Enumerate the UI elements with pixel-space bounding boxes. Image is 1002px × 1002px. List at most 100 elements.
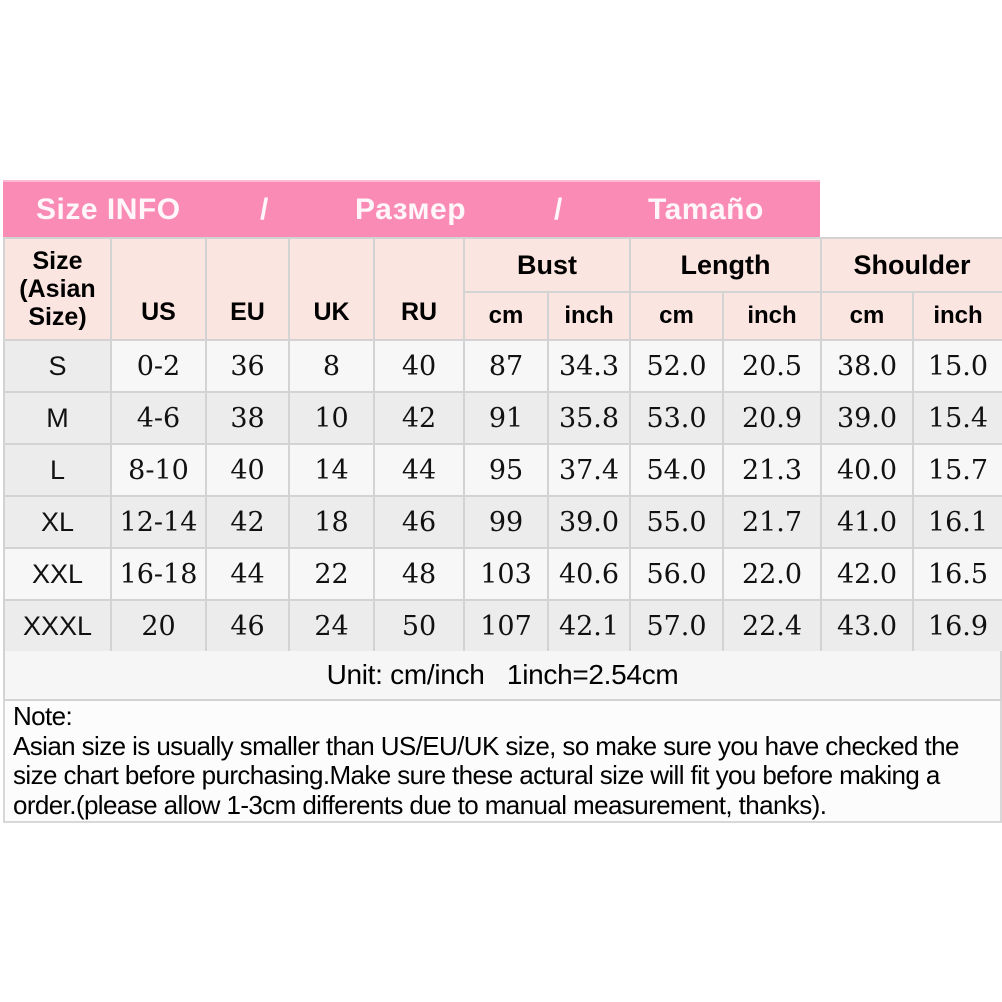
data-cell: 20.9 xyxy=(721,391,823,445)
data-cell: 22.0 xyxy=(721,547,823,601)
data-cell: 15.7 xyxy=(912,443,1002,497)
table-row: XXL 16-18 44 22 48 103 40.6 56.0 22.0 42… xyxy=(3,547,1002,601)
data-cell: 55.0 xyxy=(629,495,724,549)
title-segment-razmer: Размер xyxy=(355,193,467,226)
table-header-row-units: cm inch cm inch cm inch xyxy=(4,291,1002,341)
size-table: Size (Asian Size) US EU UK RU Bust Lengt… xyxy=(3,237,1002,653)
data-cell: 41.0 xyxy=(820,495,915,549)
data-cell: 38.0 xyxy=(820,339,915,393)
size-cell: L xyxy=(3,443,112,497)
data-cell: 22 xyxy=(288,547,375,601)
data-cell: 16-18 xyxy=(110,547,207,601)
data-cell: 52.0 xyxy=(629,339,724,393)
data-cell: 0-2 xyxy=(110,339,207,393)
corner-header-cell: Size (Asian Size) xyxy=(3,237,112,341)
data-cell: 53.0 xyxy=(629,391,724,445)
data-cell: 91 xyxy=(463,391,549,445)
data-cell: 44 xyxy=(373,443,465,497)
data-cell: 42 xyxy=(205,495,290,549)
size-cell: S xyxy=(3,339,112,393)
size-cell: XXL xyxy=(3,547,112,601)
data-cell: 103 xyxy=(463,547,549,601)
bust-inch-header: inch xyxy=(547,291,631,341)
data-cell: 22.4 xyxy=(721,599,823,653)
data-cell: 46 xyxy=(373,495,465,549)
data-cell: 8-10 xyxy=(110,443,207,497)
data-cell: 43.0 xyxy=(820,599,915,653)
data-cell: 40.0 xyxy=(820,443,915,497)
table-header-row-groups: Size (Asian Size) US EU UK RU Bust Lengt… xyxy=(3,237,1002,341)
bust-cm-header: cm xyxy=(463,291,549,341)
data-cell: 14 xyxy=(288,443,375,497)
data-cell: 35.8 xyxy=(547,391,631,445)
data-cell: 38 xyxy=(205,391,290,445)
data-cell: 16.9 xyxy=(912,599,1002,653)
size-info-title-bar: Size INFO / Размер / Tamaño xyxy=(3,180,820,237)
data-cell: 12-14 xyxy=(110,495,207,549)
data-cell: 87 xyxy=(463,339,549,393)
data-cell: 42.0 xyxy=(820,547,915,601)
title-segment-slash: / xyxy=(260,193,269,226)
data-cell: 39.0 xyxy=(820,391,915,445)
data-cell: 44 xyxy=(205,547,290,601)
note-body: Asian size is usually smaller than US/EU… xyxy=(13,730,959,820)
table-row: XL 12-14 42 18 46 99 39.0 55.0 21.7 41.0… xyxy=(3,495,1002,549)
data-cell: 24 xyxy=(288,599,375,653)
title-segment-slash: / xyxy=(554,193,563,226)
table-row: M 4-6 38 10 42 91 35.8 53.0 20.9 39.0 15… xyxy=(3,391,1002,445)
data-cell: 16.1 xyxy=(912,495,1002,549)
data-cell: 20.5 xyxy=(721,339,823,393)
table-row: XXXL 20 46 24 50 107 42.1 57.0 22.4 43.0… xyxy=(3,599,1002,653)
data-cell: 107 xyxy=(463,599,549,653)
data-cell: 8 xyxy=(288,339,375,393)
data-cell: 34.3 xyxy=(547,339,631,393)
us-column-header: US xyxy=(110,237,207,341)
data-cell: 99 xyxy=(463,495,549,549)
data-cell: 56.0 xyxy=(629,547,724,601)
length-group-header: Length xyxy=(628,237,823,293)
length-inch-header: inch xyxy=(721,291,823,341)
shoulder-inch-header: inch xyxy=(912,291,1002,341)
data-cell: 40 xyxy=(373,339,465,393)
data-cell: 48 xyxy=(373,547,465,601)
data-cell: 95 xyxy=(463,443,549,497)
note-section: Note: Asian size is usually smaller than… xyxy=(3,701,1002,823)
size-cell: XL xyxy=(3,495,112,549)
title-segment-size-info: Size INFO xyxy=(36,193,181,226)
ru-column-header: RU xyxy=(373,237,465,341)
data-cell: 15.0 xyxy=(912,339,1002,393)
data-cell: 18 xyxy=(288,495,375,549)
size-cell: XXXL xyxy=(3,599,112,653)
length-cm-header: cm xyxy=(629,291,724,341)
title-segment-tamano: Tamaño xyxy=(648,193,764,226)
data-cell: 15.4 xyxy=(912,391,1002,445)
size-cell: M xyxy=(3,391,112,445)
data-cell: 20 xyxy=(110,599,207,653)
data-cell: 4-6 xyxy=(110,391,207,445)
note-title: Note: xyxy=(13,701,73,731)
bust-group-header: Bust xyxy=(463,237,631,293)
table-row: S 0-2 36 8 40 87 34.3 52.0 20.5 38.0 15.… xyxy=(3,339,1002,393)
eu-column-header: EU xyxy=(205,237,290,341)
data-cell: 42 xyxy=(373,391,465,445)
uk-column-header: UK xyxy=(288,237,375,341)
data-cell: 36 xyxy=(205,339,290,393)
data-cell: 57.0 xyxy=(629,599,724,653)
data-cell: 16.5 xyxy=(912,547,1002,601)
unit-note: Unit: cm/inch 1inch=2.54cm xyxy=(3,651,1002,701)
data-cell: 50 xyxy=(373,599,465,653)
data-cell: 42.1 xyxy=(547,599,631,653)
data-cell: 54.0 xyxy=(629,443,724,497)
data-cell: 46 xyxy=(205,599,290,653)
data-cell: 40 xyxy=(205,443,290,497)
data-cell: 39.0 xyxy=(547,495,631,549)
shoulder-group-header: Shoulder xyxy=(820,237,1002,293)
table-row: L 8-10 40 14 44 95 37.4 54.0 21.3 40.0 1… xyxy=(3,443,1002,497)
shoulder-cm-header: cm xyxy=(820,291,915,341)
data-cell: 21.7 xyxy=(721,495,823,549)
data-cell: 37.4 xyxy=(547,443,631,497)
data-cell: 21.3 xyxy=(721,443,823,497)
data-cell: 10 xyxy=(288,391,375,445)
data-cell: 40.6 xyxy=(547,547,631,601)
